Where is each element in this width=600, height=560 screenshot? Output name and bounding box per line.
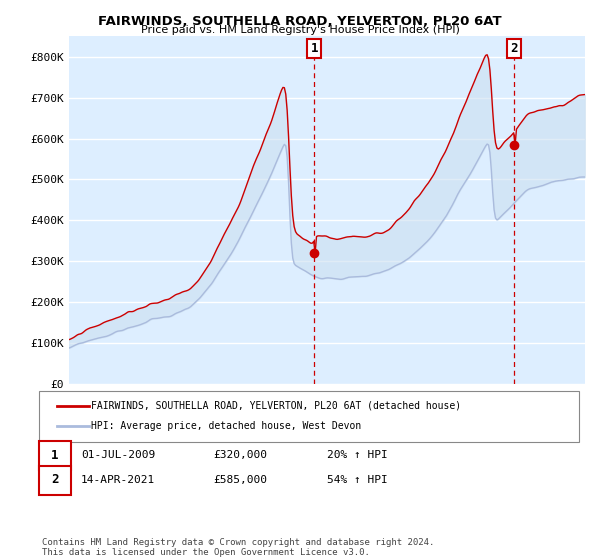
Text: 2: 2 (510, 42, 518, 55)
Text: £585,000: £585,000 (213, 475, 267, 485)
Text: FAIRWINDS, SOUTHELLA ROAD, YELVERTON, PL20 6AT (detached house): FAIRWINDS, SOUTHELLA ROAD, YELVERTON, PL… (91, 401, 461, 411)
Text: 1: 1 (51, 449, 59, 462)
Text: £320,000: £320,000 (213, 450, 267, 460)
Text: 54% ↑ HPI: 54% ↑ HPI (327, 475, 388, 485)
Text: 14-APR-2021: 14-APR-2021 (81, 475, 155, 485)
Text: Contains HM Land Registry data © Crown copyright and database right 2024.
This d: Contains HM Land Registry data © Crown c… (42, 538, 434, 557)
Text: 1: 1 (311, 42, 318, 55)
Text: HPI: Average price, detached house, West Devon: HPI: Average price, detached house, West… (91, 421, 361, 431)
Text: Price paid vs. HM Land Registry's House Price Index (HPI): Price paid vs. HM Land Registry's House … (140, 25, 460, 35)
Text: 20% ↑ HPI: 20% ↑ HPI (327, 450, 388, 460)
Text: 01-JUL-2009: 01-JUL-2009 (81, 450, 155, 460)
Text: FAIRWINDS, SOUTHELLA ROAD, YELVERTON, PL20 6AT: FAIRWINDS, SOUTHELLA ROAD, YELVERTON, PL… (98, 15, 502, 27)
Text: 2: 2 (51, 473, 59, 487)
